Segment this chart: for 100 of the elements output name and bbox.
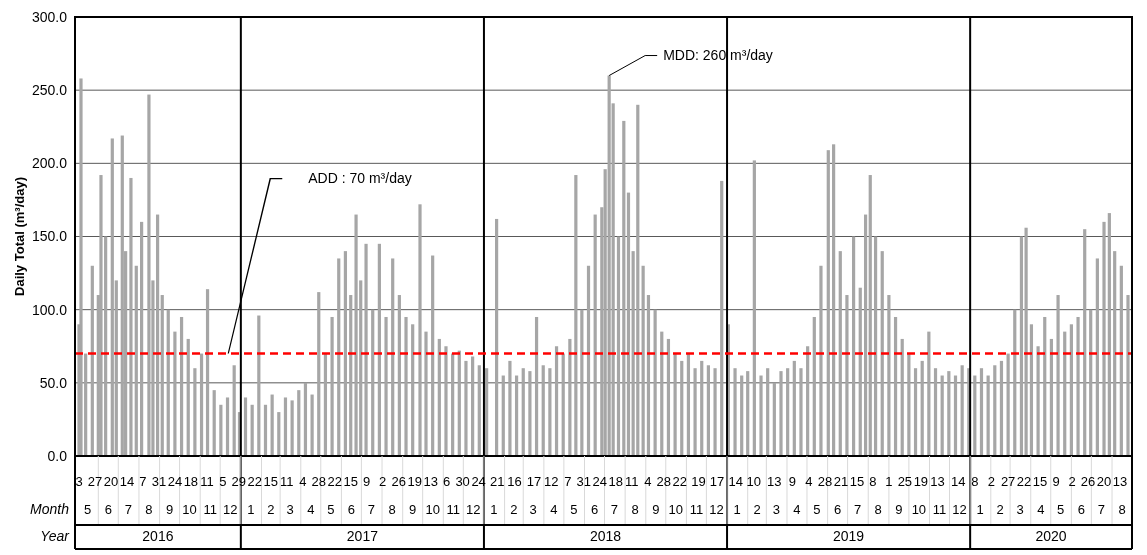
x2-tick-label: 4 <box>1037 501 1045 517</box>
text: 2017 <box>346 527 379 544</box>
x-tick-label: 5 <box>219 473 227 489</box>
y-tick-label: 0.0 <box>47 447 68 464</box>
x2-tick-label: 10 <box>182 501 197 517</box>
x-tick-label: 19 <box>913 473 929 489</box>
x2-tick-label: 2 <box>510 501 518 517</box>
text: 2020 <box>1035 527 1067 544</box>
x2-tick-label: 1 <box>733 501 741 517</box>
x2-tick-label: 7 <box>610 501 619 517</box>
x2-tick-label: 1 <box>247 501 255 517</box>
x-tick-label: 24 <box>167 473 183 489</box>
x2-tick-label: 9 <box>165 501 174 517</box>
x2-tick-label: 4 <box>550 501 558 517</box>
text: 2019 <box>833 527 865 544</box>
x-tick-label: 12 <box>543 473 559 489</box>
x-tick-label: 13 <box>930 473 945 489</box>
x2-tick-label: 6 <box>833 501 842 517</box>
x-tick-label: 17 <box>526 473 542 489</box>
x-tick-label: 28 <box>656 473 672 489</box>
x-tick-label: 3 <box>75 473 83 489</box>
x-tick-label: 28 <box>817 473 833 489</box>
x2-tick-label: 11 <box>689 501 704 517</box>
x-tick-label: 2 <box>987 473 996 489</box>
x2-tick-label: 6 <box>104 501 112 517</box>
y-tick-label: 200.0 <box>31 155 68 172</box>
x-tick-label: 18 <box>183 473 199 489</box>
x-tick-label: 20 <box>103 473 119 489</box>
x2-tick-label: 2 <box>267 501 275 517</box>
x-tick-label: 15 <box>849 473 865 489</box>
x-tick-label: 31 <box>151 473 167 489</box>
x-tick-label: 16 <box>507 473 522 489</box>
x2-tick-label: 5 <box>1057 501 1065 517</box>
x2-tick-label: 8 <box>631 501 639 517</box>
x2-tick-label: 12 <box>952 501 967 517</box>
text: 2016 <box>142 527 174 544</box>
x2-tick-label: 3 <box>1016 501 1024 517</box>
x-tick-label: 22 <box>1016 473 1032 489</box>
x2-tick-label: 6 <box>590 501 599 517</box>
x2-tick-label: 2 <box>996 501 1004 517</box>
x2-tick-label: 5 <box>327 501 335 517</box>
x2-tick-label: 3 <box>529 501 537 517</box>
x-tick-label: 21 <box>833 473 849 489</box>
x2-tick-label: 3 <box>772 501 780 517</box>
x-tick-label: 14 <box>950 473 966 489</box>
x2-tick-label: 8 <box>388 501 396 517</box>
x2-tick-label: 11 <box>932 501 947 517</box>
x-tick-label: 9 <box>363 473 371 489</box>
x2-tick-label: 12 <box>466 501 481 517</box>
x-tick-label: 7 <box>564 473 572 489</box>
x-tick-label: 13 <box>423 473 438 489</box>
x-tick-label: 10 <box>746 473 761 489</box>
x2-tick-label: 5 <box>813 501 821 517</box>
x2-tick-label: 7 <box>853 501 862 517</box>
y-tick-label: 50.0 <box>39 374 68 391</box>
x-tick-label: 8 <box>869 473 877 489</box>
y-tick-label: 150.0 <box>31 228 68 245</box>
x2-tick-label: 8 <box>145 501 153 517</box>
x-tick-label: 13 <box>1112 473 1128 489</box>
x2-tick-label: 12 <box>709 501 724 517</box>
x-tick-label: 11 <box>625 473 639 489</box>
x-tick-label: 21 <box>490 473 505 489</box>
x2-tick-label: 8 <box>1118 501 1126 517</box>
x-tick-label: 2 <box>379 473 387 489</box>
x-tick-label: 4 <box>644 473 652 489</box>
x-tick-label: 27 <box>87 473 103 489</box>
x-tick-label: 6 <box>443 473 451 489</box>
x-tick-label: 25 <box>897 473 913 489</box>
x2-tick-label: 3 <box>286 501 294 517</box>
x2-tick-label: 9 <box>652 501 660 517</box>
annotation: ADD : 70 m³/day <box>308 170 412 187</box>
x-tick-label: 7 <box>139 473 147 489</box>
x2-tick-label: 2 <box>753 501 761 517</box>
x-tick-label: 30 <box>455 473 470 489</box>
x-tick-label: 14 <box>728 473 743 489</box>
x2-tick-label: 8 <box>874 501 882 517</box>
x-tick-label: 15 <box>1032 473 1048 489</box>
x2-tick-label: 9 <box>895 501 903 517</box>
x-tick-label: 17 <box>709 473 725 489</box>
x2-tick-label: 7 <box>1097 501 1105 517</box>
x-tick-label: 1 <box>885 473 893 489</box>
x2-tick-label: 1 <box>490 501 498 517</box>
y-tick-label: 300.0 <box>31 8 68 25</box>
x-tick-label: 22 <box>247 473 263 489</box>
x2-tick-label: 4 <box>307 501 315 517</box>
x2-tick-label: 7 <box>367 501 375 517</box>
x2-axis-title: Month <box>30 500 70 517</box>
y-tick-label: 100.0 <box>31 301 68 318</box>
x2-tick-label: 6 <box>1077 501 1085 517</box>
text: Year <box>40 527 71 544</box>
x-tick-label: 9 <box>1052 473 1060 489</box>
x2-tick-label: 11 <box>203 501 217 517</box>
x-tick-label: 15 <box>263 473 279 489</box>
x-tick-label: 11 <box>200 473 214 489</box>
x-tick-label: 26 <box>391 473 406 489</box>
x-tick-label: 20 <box>1096 473 1112 489</box>
x-tick-label: 26 <box>1080 473 1096 489</box>
x-tick-label: 15 <box>343 473 358 489</box>
x2-tick-label: 6 <box>347 501 356 517</box>
x2-tick-label: 10 <box>911 501 927 517</box>
